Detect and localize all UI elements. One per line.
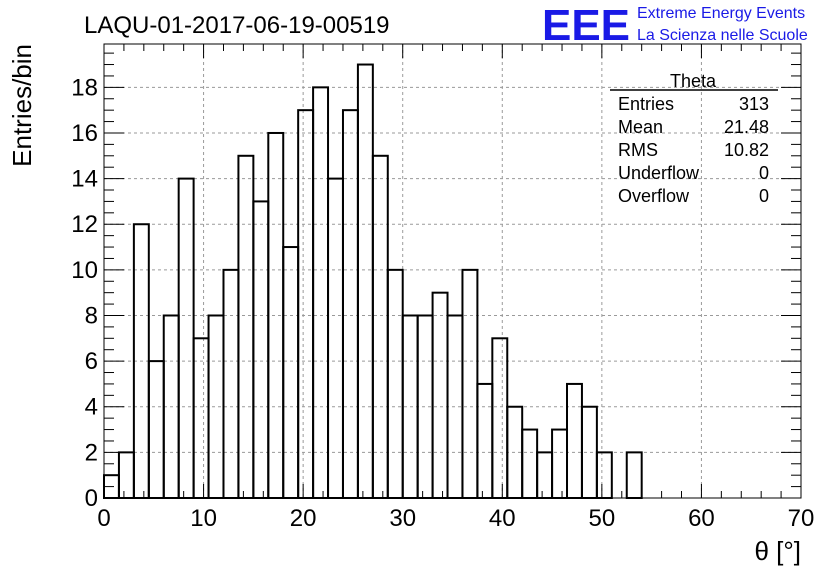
stats-row-label: Overflow [618,186,690,206]
histogram-bin [282,246,300,499]
plot-frame [103,43,802,499]
x-axis-label: θ [°] [754,536,801,566]
y-tick-label: 16 [71,120,98,147]
y-tick-labels: 0 2 4 6 8 10 12 14 16 18 [71,74,98,512]
stats-row-value: 21.48 [724,117,769,137]
histogram-bin [431,291,449,499]
stats-row-value: 10.82 [724,140,769,160]
stats-row-label: Underflow [618,163,700,183]
histogram-bin [207,314,225,499]
histogram-bin [566,382,583,500]
x-tick-label: 10 [190,505,217,532]
stats-title: Theta [670,71,717,91]
stats-row-value: 0 [759,186,769,206]
x-tick-label: 50 [589,505,616,532]
histogram-bin [147,360,165,499]
stats-row-value: 313 [739,94,769,114]
stats-row-label: Entries [618,94,674,114]
y-tick-label: 10 [71,257,98,284]
histogram-bin [237,154,255,499]
y-tick-label: 8 [85,302,98,329]
y-axis-label: Entries/bin [7,44,37,167]
histogram-bin [297,109,315,500]
chart-title: LAQU-01-2017-06-19-00519 [84,12,390,39]
histogram-bin [371,154,389,499]
stats-row-label: RMS [618,140,658,160]
histogram-bin [356,63,374,500]
histogram-bin [536,451,554,499]
histogram-bin [476,382,494,500]
eee-logo: EEE Extreme Energy Events La Scienza nel… [542,1,808,50]
histogram-bin [252,200,270,499]
stats-box: Theta Entries 313 Mean 21.48 RMS 10.82 Underfl… [610,71,778,206]
histogram-bin [341,109,359,500]
histogram-bin [625,451,643,499]
y-tick-label: 0 [85,485,98,512]
histogram-bin [222,268,240,499]
histogram-bin [117,451,135,499]
y-tick-label: 6 [85,348,98,375]
stats-row-value: 0 [759,163,769,183]
y-tick-label: 12 [71,211,98,238]
y-tick-label: 18 [71,74,98,101]
histogram-bin [386,268,404,499]
stats-rows: Entries 313 Mean 21.48 RMS 10.82 Underflow 0 Ove… [618,94,769,206]
x-tick-label: 0 [97,505,110,532]
logo-line-2: La Scienza nelle Scuole [637,27,808,44]
x-tick-label: 30 [389,505,416,532]
histogram-bin [327,177,344,499]
y-tick-label: 2 [85,439,98,466]
y-tick-label: 4 [85,394,98,421]
y-tick-label: 14 [71,166,98,193]
eee-logo-text: EEE [542,1,630,50]
x-tick-labels: 0 10 20 30 40 50 60 70 [97,505,814,532]
histogram-bin [461,268,479,499]
histogram-bin [312,86,330,499]
histogram-bin [192,337,210,499]
histogram-bin [521,428,539,500]
histogram-bin [551,428,569,500]
stats-row-label: Mean [618,117,663,137]
histogram-bars [103,63,643,500]
x-tick-label: 40 [489,505,516,532]
logo-line-1: Extreme Energy Events [637,5,805,22]
axis-ticks [103,44,802,499]
x-tick-label: 70 [788,505,815,532]
x-tick-label: 20 [290,505,317,532]
x-tick-label: 60 [688,505,715,532]
histogram-bin [595,451,613,499]
histogram-bin [177,177,195,499]
histogram-bin [491,337,509,499]
